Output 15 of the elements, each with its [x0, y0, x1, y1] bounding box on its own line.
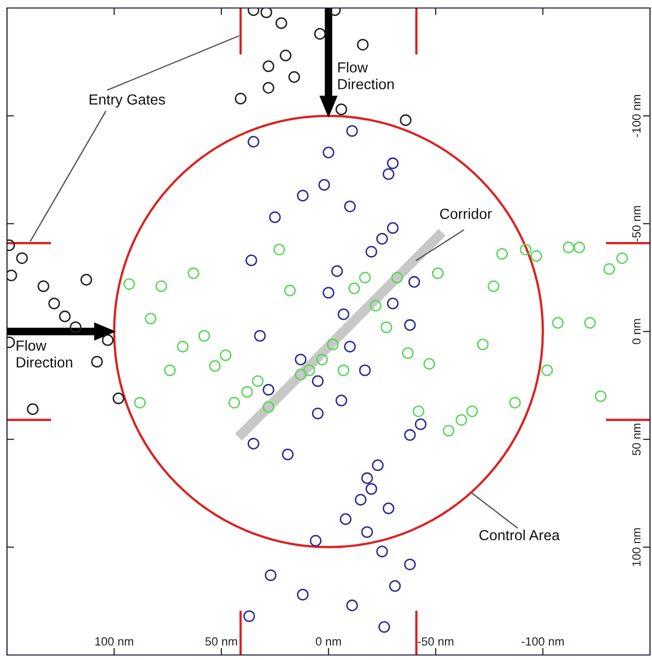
annotation: Flow Direction: [16, 340, 72, 368]
x-tick-label: 0 nm: [316, 637, 341, 646]
x-tick-label: -50 nm: [418, 637, 454, 646]
y-tick-label: 100 nm: [632, 528, 641, 566]
x-tick-label: 100 nm: [95, 637, 134, 646]
annotation: Flow Direction: [338, 62, 394, 90]
y-tick-label: 0 nm: [632, 319, 641, 344]
x-tick-label: 50 nm: [205, 637, 237, 646]
annotation: Control Area: [479, 530, 560, 540]
y-tick-label: 50 nm: [632, 424, 641, 456]
y-tick-label: -100 nm: [632, 94, 641, 137]
annotation: Corridor: [440, 208, 492, 219]
x-tick-label: -100 nm: [522, 637, 564, 646]
annotation: Entry Gates: [90, 94, 165, 108]
y-tick-label: -50 nm: [632, 206, 641, 242]
